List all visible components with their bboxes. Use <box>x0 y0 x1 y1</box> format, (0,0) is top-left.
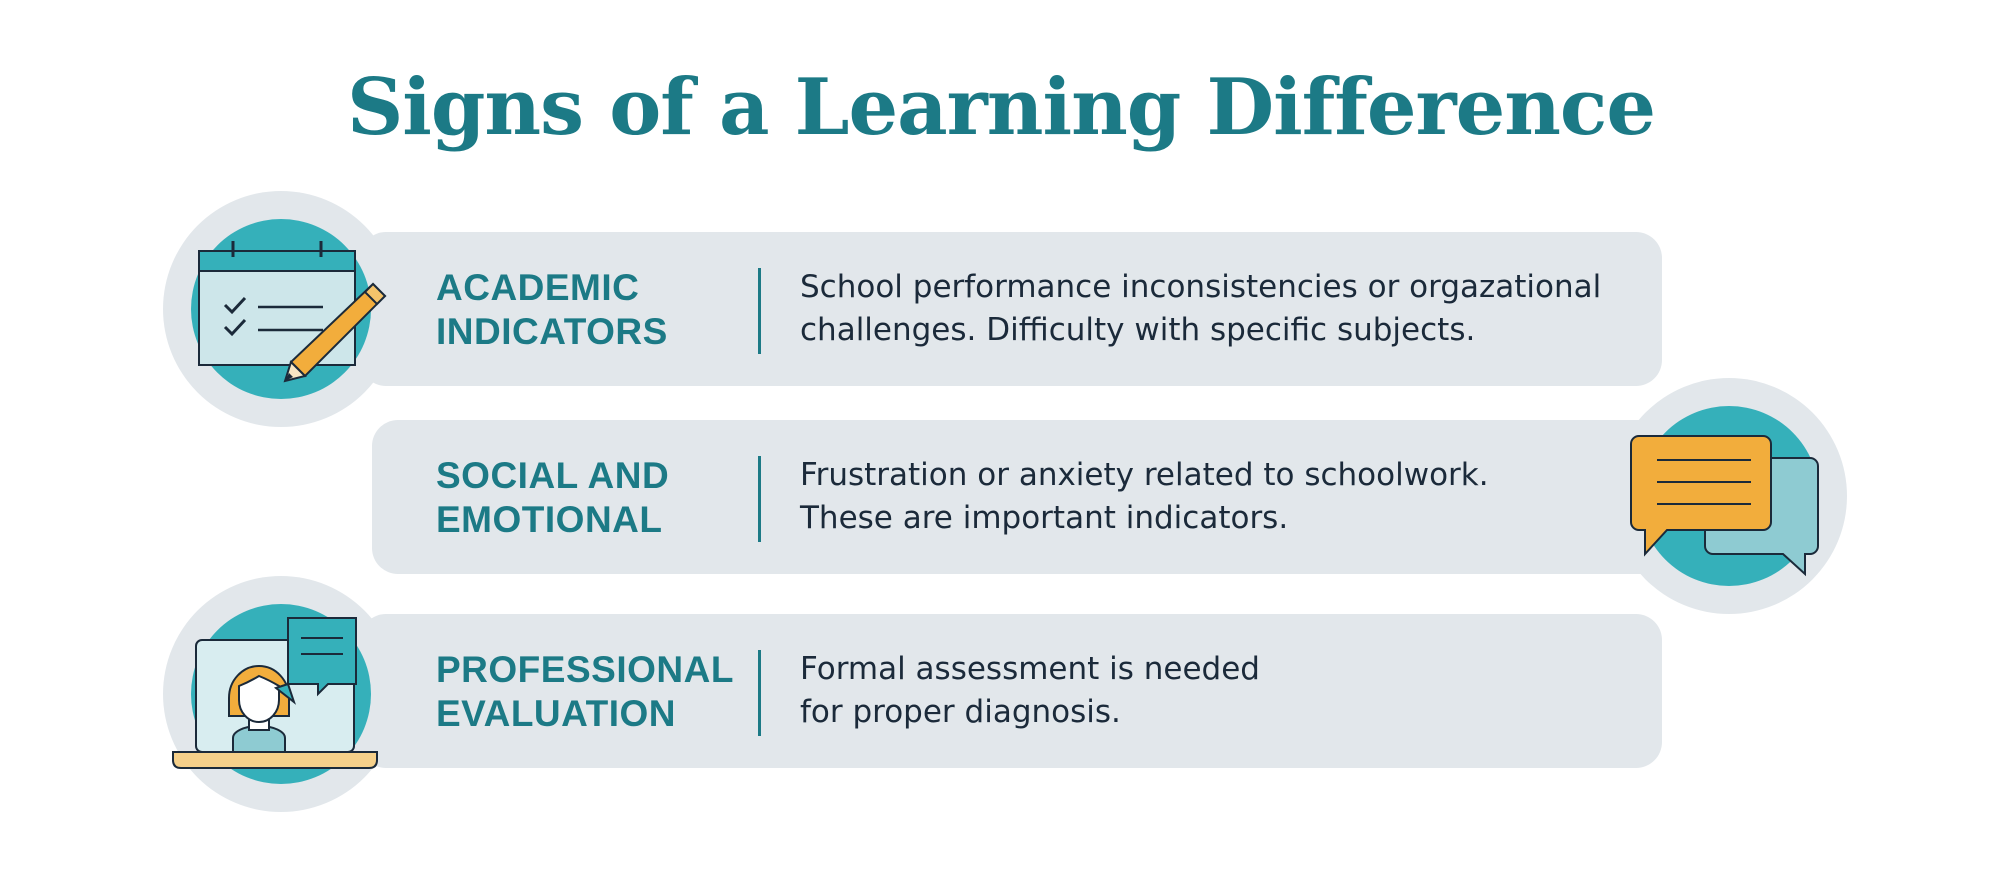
academic-badge <box>163 191 399 427</box>
calendar-checklist-pencil-icon <box>198 241 387 383</box>
social-emotional-badge <box>1611 378 1847 614</box>
row-description: Formal assessment is needed for proper d… <box>800 651 1260 730</box>
speech-bubbles-icon <box>1630 435 1819 577</box>
academic-indicators-card: ACADEMIC INDICATORS School performance i… <box>360 232 1662 386</box>
row-heading: ACADEMIC INDICATORS <box>436 267 668 352</box>
social-emotional-card: SOCIAL AND EMOTIONAL Frustration or anxi… <box>372 420 1672 574</box>
row-heading: PROFESSIONAL EVALUATION <box>436 649 734 734</box>
video-call-person-icon <box>172 617 378 769</box>
row-description: School performance inconsistencies or or… <box>800 269 1602 348</box>
professional-evaluation-badge <box>163 576 399 812</box>
row-heading: SOCIAL AND EMOTIONAL <box>436 455 670 540</box>
row-description: Frustration or anxiety related to school… <box>800 457 1489 536</box>
divider <box>758 650 761 736</box>
divider <box>758 456 761 542</box>
professional-evaluation-card: PROFESSIONAL EVALUATION Formal assessmen… <box>360 614 1662 768</box>
page-title: Signs of a Learning Difference <box>346 62 1656 153</box>
divider <box>758 268 761 354</box>
